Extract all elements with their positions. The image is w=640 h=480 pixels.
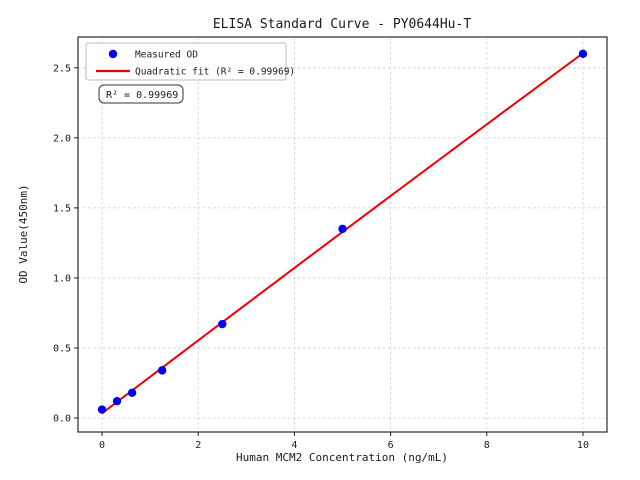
y-tick-label: 0.5	[53, 343, 71, 354]
measured-od-point	[112, 396, 122, 406]
x-tick-label: 6	[388, 440, 394, 451]
r-squared-annotation-text: R² = 0.99969	[106, 90, 178, 101]
x-tick-label: 8	[484, 440, 490, 451]
legend-box	[85, 42, 287, 81]
measured-od-point	[218, 319, 227, 329]
legend: Measured OD Quadratic fit (R² = 0.99969)	[85, 42, 295, 81]
legend-label-measured-od: Measured OD	[135, 50, 198, 61]
y-axis-label: OD Value(450nm)	[17, 184, 30, 283]
x-tick-label: 0	[99, 440, 105, 451]
x-tick-label: 2	[195, 440, 201, 451]
axes-frame	[77, 36, 608, 433]
gridlines	[78, 37, 607, 432]
y-tick-label: 2.5	[53, 63, 71, 74]
chart-title: ELISA Standard Curve - PY0644Hu-T	[213, 17, 471, 32]
x-tick-label: 4	[291, 440, 297, 451]
r-squared-annotation: R² = 0.99969	[98, 84, 184, 104]
quadratic-fit-path	[101, 52, 584, 415]
axis-ticks	[74, 67, 584, 436]
y-tick-label: 0.0	[53, 413, 71, 424]
quadratic-fit-line	[101, 52, 584, 415]
measured-od-point	[157, 366, 167, 375]
measured-od-points	[97, 49, 588, 414]
x-axis-label: Human MCM2 Concentration (ng/mL)	[236, 451, 448, 464]
r-squared-annotation-box	[98, 84, 184, 104]
measured-od-point	[338, 224, 347, 234]
measured-od-point	[97, 405, 107, 414]
y-tick-label: 2.0	[53, 133, 71, 144]
y-tick-label: 1.0	[53, 273, 71, 284]
legend-label-quadratic-fit: Quadratic fit (R² = 0.99969)	[135, 67, 295, 78]
legend-marker-measured-od	[108, 49, 118, 59]
measured-od-point	[127, 388, 137, 397]
axis-tick-labels: 0 2 4 6 8 10 0.0 0.5 1.0 1.5 2.0 2.5	[53, 63, 589, 451]
measured-od-point	[578, 49, 588, 59]
x-tick-label: 10	[577, 440, 589, 451]
y-tick-label: 1.5	[53, 203, 71, 214]
